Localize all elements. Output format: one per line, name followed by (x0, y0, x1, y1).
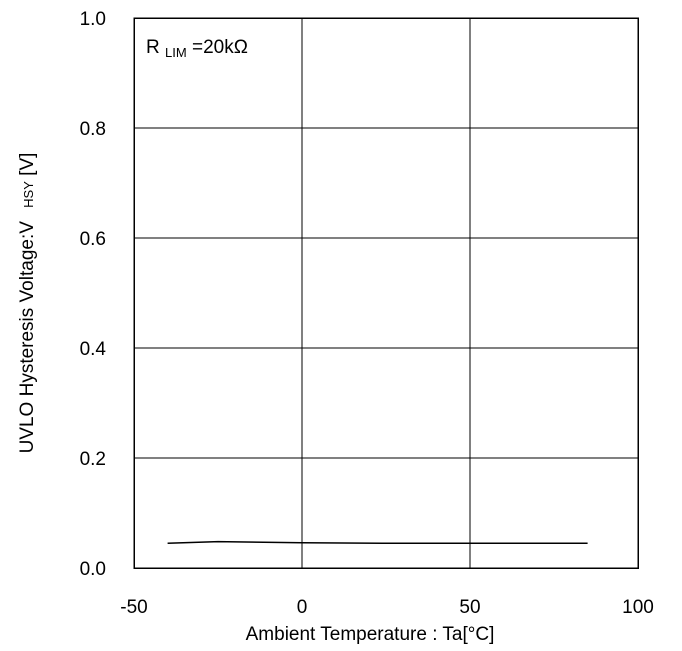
series-layer (167, 540, 588, 545)
y-tick-labels: 0.0 0.2 0.4 0.6 0.8 1.0 (80, 9, 107, 580)
series-line (167, 540, 588, 545)
y-tick-label: 1.0 (80, 9, 106, 30)
x-axis-label: Ambient Temperature : Ta[°C] (246, 624, 495, 645)
annotation-subscript: LIM (165, 45, 187, 60)
grid-lines (133, 17, 639, 569)
y-tick-label: 0.4 (80, 339, 107, 360)
x-tick-labels: -50 0 50 100 (120, 597, 654, 618)
y-tick-label: 0.0 (80, 559, 106, 580)
annotation-main: R (146, 37, 160, 58)
annotation-rest: =20kΩ (192, 37, 248, 58)
x-tick-label: 0 (297, 597, 308, 618)
x-tick-label: 50 (459, 597, 480, 618)
y-tick-label: 0.2 (80, 449, 106, 470)
x-tick-label: -50 (120, 597, 147, 618)
y-tick-label: 0.6 (80, 229, 106, 250)
y-axis-label-subscript: HSY (21, 181, 36, 208)
y-axis-label-main: UVLO Hysteresis Voltage:V (17, 221, 38, 454)
y-tick-label: 0.8 (80, 119, 106, 140)
y-axis-label: UVLO Hysteresis Voltage:V HSY [V] (17, 153, 38, 454)
plot-frame (133, 17, 639, 569)
annotation-rlim: R LIM =20kΩ (146, 37, 248, 62)
x-tick-label: 100 (622, 597, 654, 618)
y-axis-label-unit: [V] (17, 153, 38, 176)
